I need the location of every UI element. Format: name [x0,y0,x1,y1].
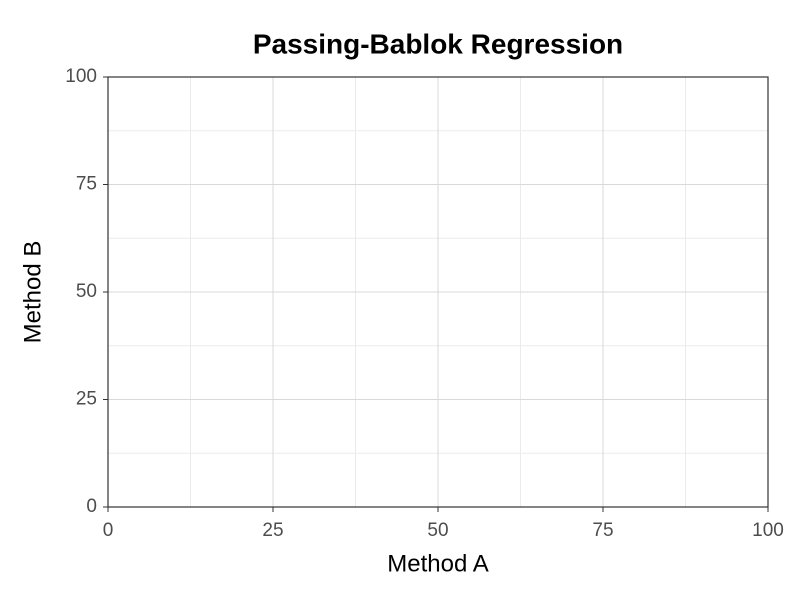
x-tick-label: 75 [592,520,613,541]
chart-title: Passing-Bablok Regression [253,28,623,59]
x-tick-label: 50 [427,520,448,541]
y-tick-label: 50 [76,281,97,302]
y-tick-label: 100 [65,66,97,87]
x-axis-title: Method A [387,550,488,577]
plot-border [107,76,769,508]
x-tick-label: 0 [103,520,114,541]
x-tick-label: 25 [262,520,283,541]
y-tick-label: 75 [76,174,97,195]
y-tick-label: 25 [76,389,97,410]
y-tick-label: 0 [86,496,97,517]
x-tick-label: 100 [752,520,784,541]
y-axis-title: Method B [19,241,46,344]
